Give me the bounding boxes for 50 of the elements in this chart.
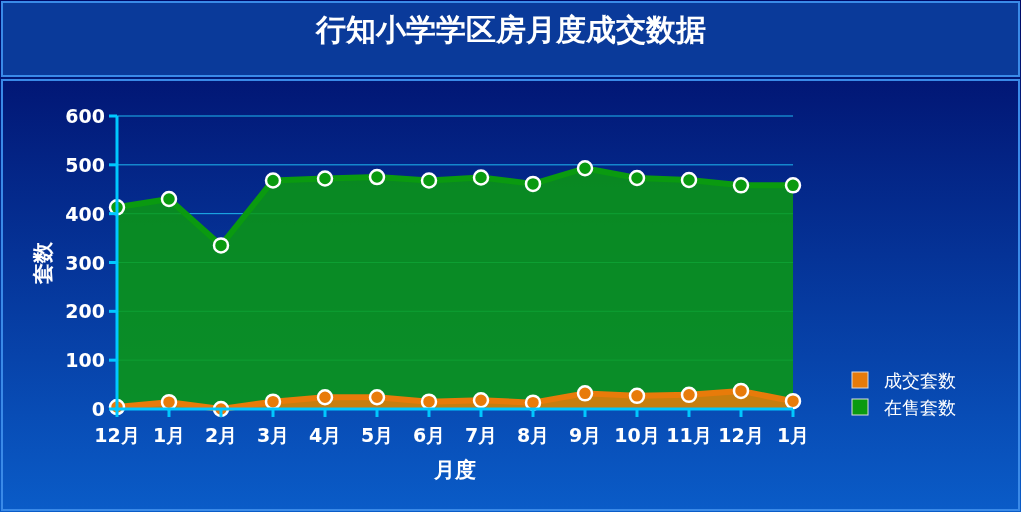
point <box>264 393 282 410</box>
point <box>420 393 438 410</box>
x-tick-label: 6月 <box>412 424 446 446</box>
point <box>212 237 230 254</box>
x-tick-label: 11月 <box>666 424 712 446</box>
point <box>316 170 334 187</box>
point <box>784 392 802 410</box>
x-tick-label: 12月 <box>94 424 140 446</box>
point <box>160 393 178 411</box>
point <box>420 172 438 189</box>
point <box>628 387 646 405</box>
x-tick-label: 4月 <box>308 424 342 446</box>
x-axis-title: 月度 <box>433 458 476 482</box>
x-tick-label: 9月 <box>568 424 602 446</box>
y-tick-label: 500 <box>65 153 105 176</box>
y-tick-label: 300 <box>65 251 105 274</box>
legend-label: 在售套数 <box>884 397 956 418</box>
point <box>576 160 594 177</box>
y-tick-label: 200 <box>65 300 105 323</box>
x-tick-label: 2月 <box>204 424 238 446</box>
point <box>732 382 750 400</box>
point <box>316 389 334 406</box>
x-tick-label: 10月 <box>614 424 660 446</box>
x-tick-label: 1月 <box>776 424 810 446</box>
point <box>576 385 594 402</box>
x-tick-label: 7月 <box>464 424 498 446</box>
point <box>628 169 646 187</box>
x-tick-label: 1月 <box>152 424 186 446</box>
point <box>472 169 490 186</box>
x-tick-label: 5月 <box>360 424 394 446</box>
legend-label: 成交套数 <box>884 370 956 391</box>
point <box>680 171 698 189</box>
point <box>368 168 386 186</box>
point <box>680 386 698 404</box>
y-tick-label: 400 <box>65 202 105 225</box>
point <box>160 190 178 208</box>
point <box>264 172 282 189</box>
point <box>472 391 490 409</box>
x-tick-label: 12月 <box>718 424 764 446</box>
point <box>368 389 386 406</box>
y-axis-title: 套数 <box>31 240 55 285</box>
point <box>784 177 802 194</box>
y-tick-label: 0 <box>91 398 105 420</box>
y-tick-label: 600 <box>65 105 105 127</box>
point <box>732 177 750 194</box>
x-tick-label: 3月 <box>256 424 290 446</box>
x-tick-label: 8月 <box>516 424 550 446</box>
point <box>524 175 542 193</box>
y-tick-label: 100 <box>65 349 105 372</box>
chart-title: 行知小学学区房月度成交数据 <box>314 12 706 47</box>
